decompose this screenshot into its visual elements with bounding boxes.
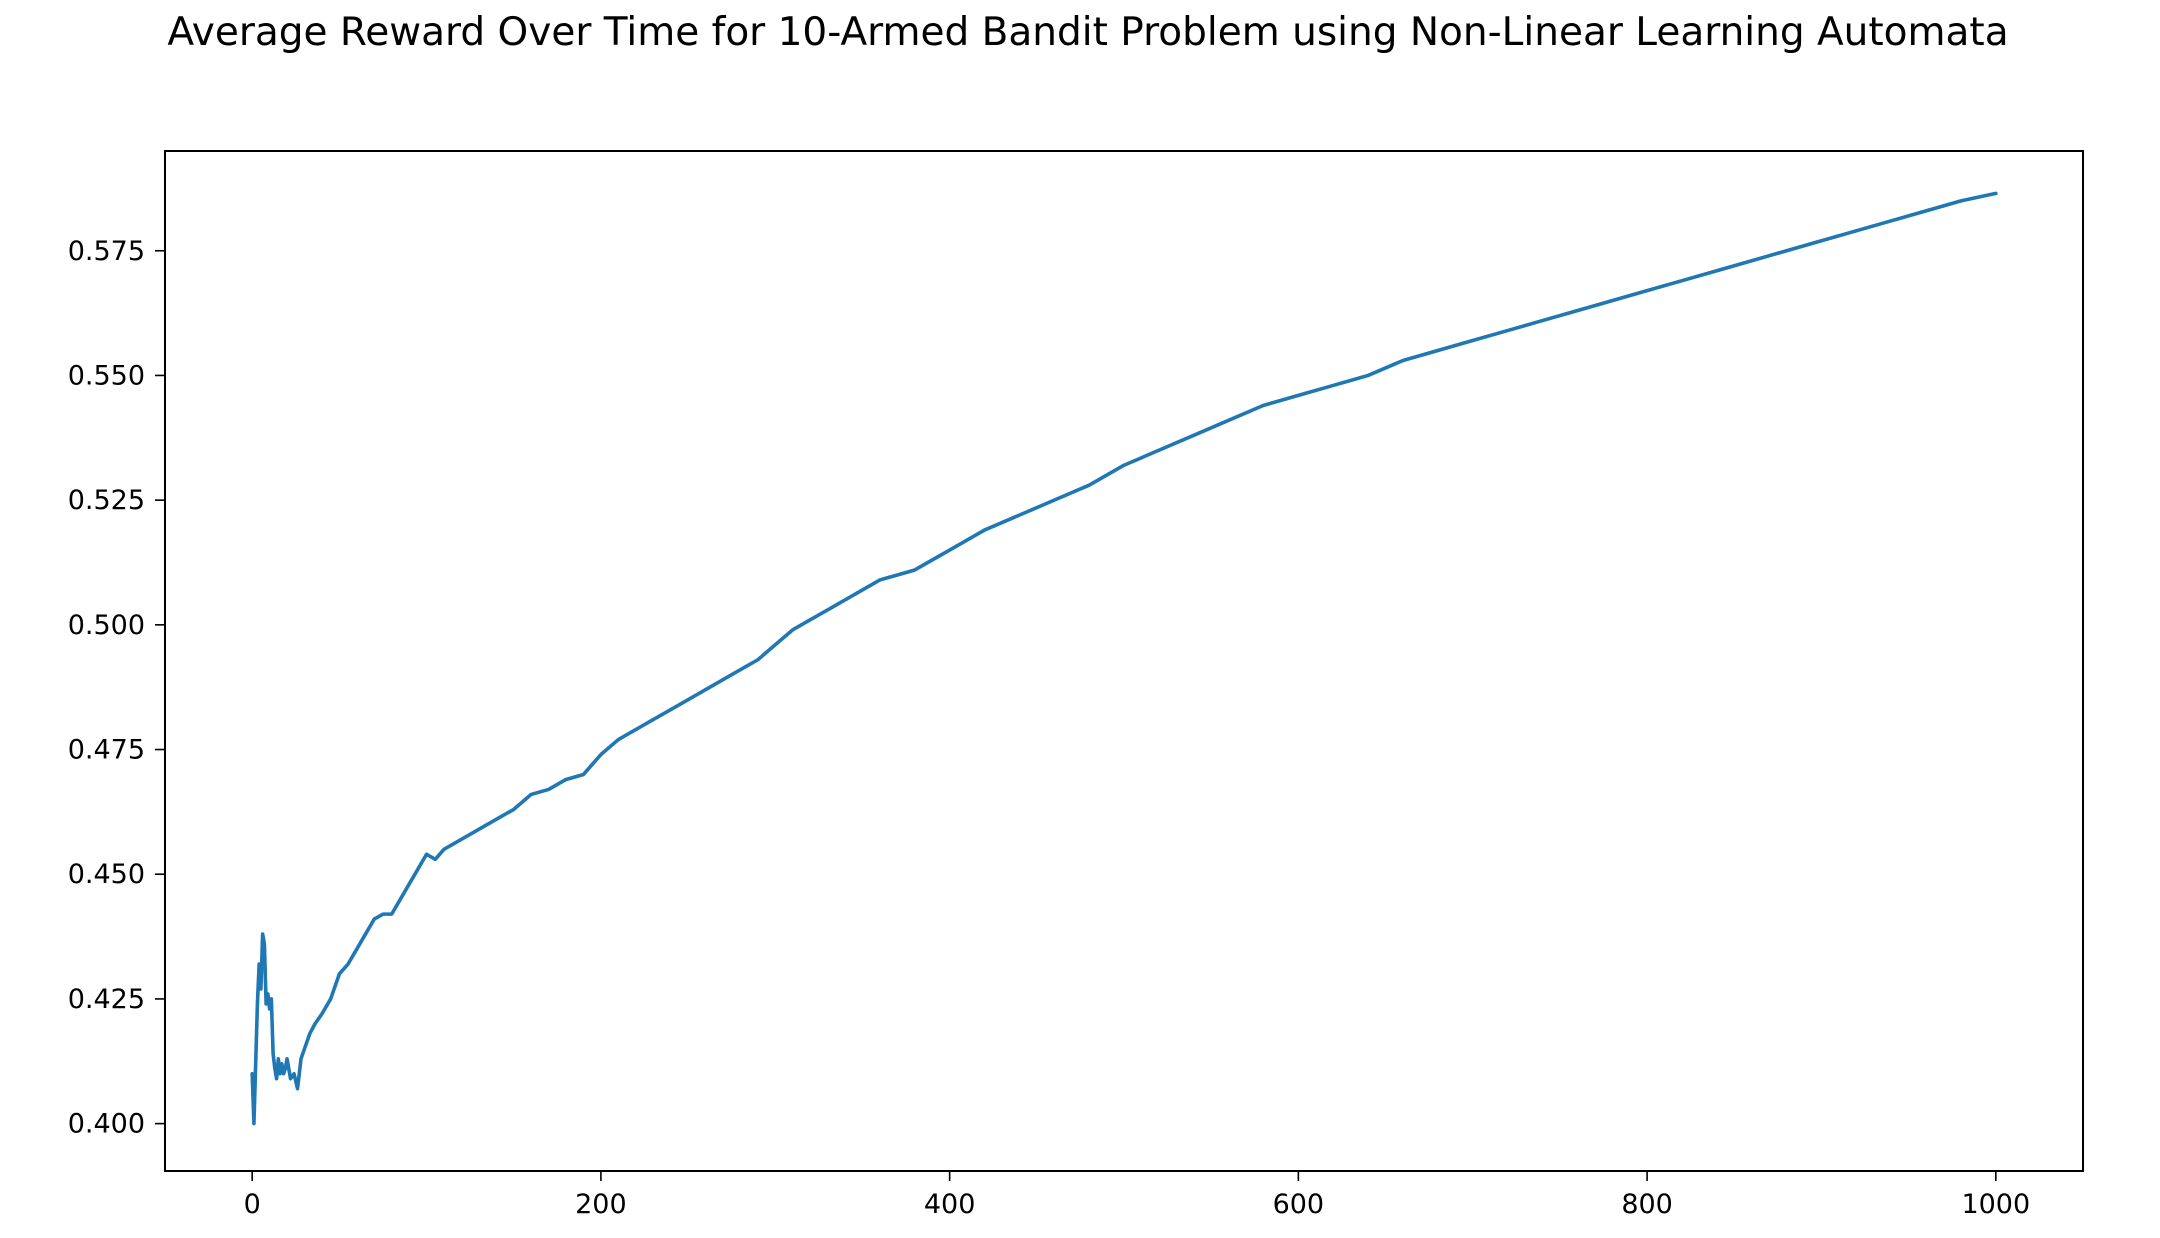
y-tick-label: 0.500 — [68, 610, 145, 641]
plot-frame — [164, 150, 2084, 1172]
y-tick-label: 0.425 — [68, 984, 145, 1015]
y-tick-label: 0.525 — [68, 485, 145, 516]
x-tick-label: 600 — [1273, 1189, 1325, 1220]
y-tick-label: 0.475 — [68, 735, 145, 766]
x-tick-label: 200 — [575, 1189, 627, 1220]
x-tick-label: 0 — [244, 1189, 261, 1220]
y-tick-label: 0.550 — [68, 360, 145, 391]
y-tick-label: 0.450 — [68, 859, 145, 890]
x-axis: 0 200 400 600 800 1000 — [244, 1171, 2030, 1220]
y-axis: 0.400 0.425 0.450 0.475 0.500 0.525 0.550 0.575 — [68, 236, 165, 1140]
x-tick-label: 400 — [924, 1189, 976, 1220]
plot-area — [250, 191, 1998, 1126]
chart-title: Average Reward Over Time for 10-Armed Ba… — [167, 10, 2008, 55]
y-tick-label: 0.575 — [68, 236, 145, 267]
series-line-0 — [250, 191, 1998, 1126]
x-tick-label: 1000 — [1961, 1189, 2030, 1220]
y-tick-label: 0.400 — [68, 1109, 145, 1140]
x-tick-label: 800 — [1621, 1189, 1673, 1220]
